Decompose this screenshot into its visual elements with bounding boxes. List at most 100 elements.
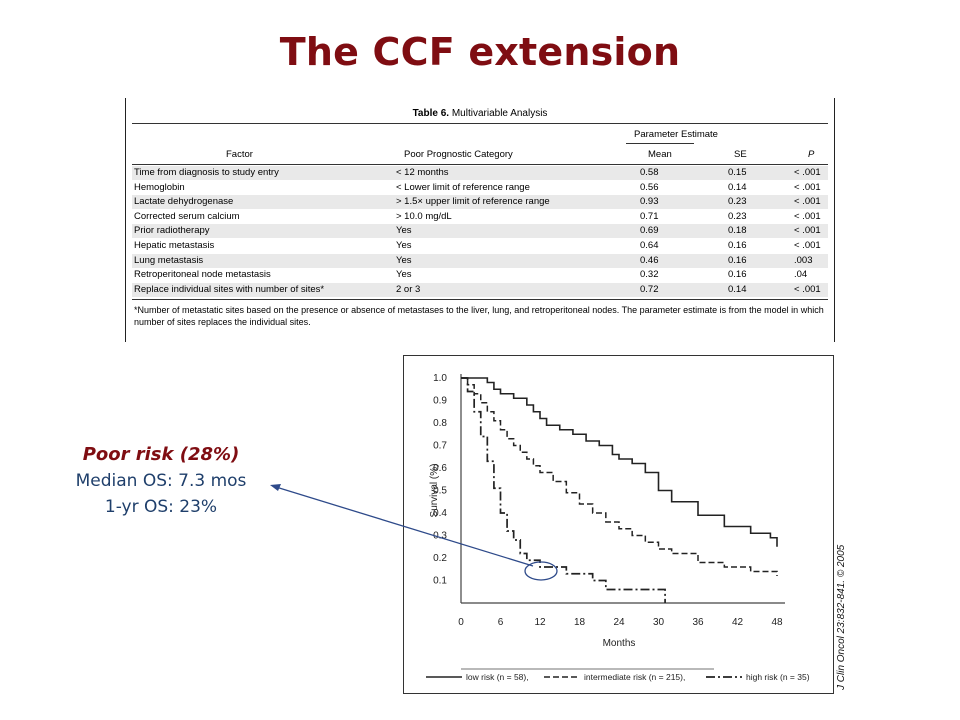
table-group-header: Parameter Estimate	[634, 129, 718, 140]
y-tick-label: 0.8	[433, 418, 447, 429]
x-tick-label: 0	[458, 617, 464, 628]
table-cell-p: < .001	[794, 196, 821, 208]
table-cell-mean: 0.46	[640, 254, 659, 266]
table-cell-mean: 0.56	[640, 181, 659, 193]
table-cell-mean: 0.64	[640, 240, 659, 251]
x-tick-label: 48	[771, 617, 783, 628]
table-caption-title: Multivariable Analysis	[449, 108, 548, 119]
legend-label-0: low risk (n = 58),	[466, 672, 529, 682]
header-p: P	[808, 149, 815, 160]
kaplan-meier-figure: 0.1 0.2 0.3 0.4 0.5 0.6 0.7 0.8 0.9 1.0 0 6 12 18 24 30…	[403, 355, 834, 694]
y-tick-label: 0.1	[433, 576, 447, 587]
table-cell-category: < 12 months	[396, 167, 449, 178]
table-cell-se: 0.14	[728, 283, 747, 295]
y-tick-label: 0.5	[433, 486, 447, 497]
header-se: SE	[734, 149, 747, 160]
callout-median-os: Median OS: 7.3 mos	[75, 471, 247, 491]
table-cell-factor: Replace individual sites with number of …	[134, 283, 325, 295]
table-cell-factor: Retroperitoneal node metastasis	[134, 269, 271, 281]
y-tick-label: 0.9	[433, 396, 447, 407]
table-cell-se: 0.14	[728, 181, 747, 193]
table-cell-factor: Corrected serum calcium	[134, 210, 240, 222]
header-factor: Factor	[226, 149, 253, 160]
x-tick-label: 6	[498, 617, 504, 628]
table-cell-p: < .001	[794, 167, 821, 178]
multivariable-table-figure: Table 6. Multivariable Analysis Paramete…	[125, 98, 835, 342]
group-header-rule	[626, 143, 694, 144]
x-tick-label: 30	[653, 617, 665, 628]
table-caption-number: Table 6.	[412, 108, 450, 119]
table-cell-se: 0.16	[728, 240, 747, 251]
x-tick-label: 36	[692, 617, 704, 628]
table-cell-factor: Lactate dehydrogenase	[134, 196, 234, 208]
table-row-shade	[132, 166, 828, 180]
table-cell-mean: 0.72	[640, 283, 659, 295]
y-axis-label: Survival (%)	[429, 464, 440, 518]
callout-heading: Poor risk (28%)	[82, 444, 240, 465]
legend-label-2: high risk (n = 35)	[746, 672, 810, 682]
table-top-rule	[132, 123, 828, 124]
series-line-2	[461, 377, 666, 603]
table-cell-p: .04	[794, 269, 808, 281]
table-cell-category: 2 or 3	[396, 283, 421, 295]
table-cell-category: Yes	[396, 269, 412, 281]
table-cell-p: < .001	[794, 283, 821, 295]
table-cell-factor: Time from diagnosis to study entry	[134, 167, 279, 178]
table-cell-factor: Hepatic metastasis	[134, 240, 215, 251]
callout-arrow	[275, 486, 534, 567]
table-cell-p: < .001	[794, 225, 821, 237]
table-cell-se: 0.23	[728, 196, 747, 208]
table-footnote: *Number of metastatic sites based on the…	[134, 305, 824, 327]
table-cell-se: 0.18	[728, 225, 747, 237]
table-cell-factor: Hemoglobin	[134, 181, 185, 193]
table-cell-mean: 0.93	[640, 196, 659, 208]
y-tick-label: 0.3	[433, 531, 447, 542]
table-cell-category: Yes	[396, 254, 412, 266]
table-cell-p: .003	[794, 254, 813, 266]
table-row-shade	[132, 195, 828, 210]
table-cell-category: > 1.5× upper limit of reference range	[396, 196, 550, 208]
table-cell-category: < Lower limit of reference range	[396, 181, 530, 193]
table-cell-mean: 0.32	[640, 269, 659, 281]
kaplan-meier-chart: 0.1 0.2 0.3 0.4 0.5 0.6 0.7 0.8 0.9 1.0 0 6 12 18 24 30…	[426, 373, 810, 682]
table-cell-se: 0.16	[728, 269, 747, 281]
y-tick-label: 0.2	[433, 553, 447, 564]
table-cell-mean: 0.58	[640, 167, 659, 178]
x-axis-label: Months	[603, 638, 636, 649]
table-cell-p: < .001	[794, 240, 821, 251]
header-mean: Mean	[648, 149, 672, 160]
callout-arrowhead	[270, 484, 281, 491]
table-cell-mean: 0.71	[640, 210, 659, 222]
table-cell-se: 0.15	[728, 167, 747, 178]
legend-label-1: intermediate risk (n = 215),	[584, 672, 685, 682]
table-cell-mean: 0.69	[640, 225, 659, 237]
table-cell-p: < .001	[794, 181, 821, 193]
table-row-shade	[132, 282, 828, 297]
y-tick-label: 0.6	[433, 463, 447, 474]
table-cell-factor: Prior radiotherapy	[134, 225, 210, 237]
slide-title: The CCF extension	[279, 30, 681, 74]
table-cell-factor: Lung metastasis	[134, 254, 204, 266]
series-line-1	[461, 377, 778, 576]
x-tick-label: 12	[534, 617, 546, 628]
table-bottom-rule	[132, 299, 828, 300]
x-tick-label: 24	[613, 617, 625, 628]
table-row-shade	[132, 224, 828, 239]
header-category: Poor Prognostic Category	[404, 149, 513, 160]
y-tick-label: 0.4	[433, 508, 447, 519]
table-cell-category: > 10.0 mg/dL	[396, 210, 452, 222]
table-cell-p: < .001	[794, 210, 821, 222]
y-tick-label: 1.0	[433, 373, 447, 384]
table-cell-se: 0.16	[728, 254, 747, 266]
header-bottom-rule	[132, 164, 828, 165]
table-cell-se: 0.23	[728, 210, 747, 222]
y-tick-label: 0.7	[433, 441, 447, 452]
table-cell-category: Yes	[396, 240, 412, 251]
x-tick-label: 18	[574, 617, 586, 628]
table-cell-category: Yes	[396, 225, 412, 237]
highlight-ellipse	[524, 561, 558, 581]
x-tick-label: 42	[732, 617, 744, 628]
table-row-shade	[132, 253, 828, 268]
poor-risk-callout: Poor risk (28%) Median OS: 7.3 mos 1-yr …	[50, 442, 272, 520]
